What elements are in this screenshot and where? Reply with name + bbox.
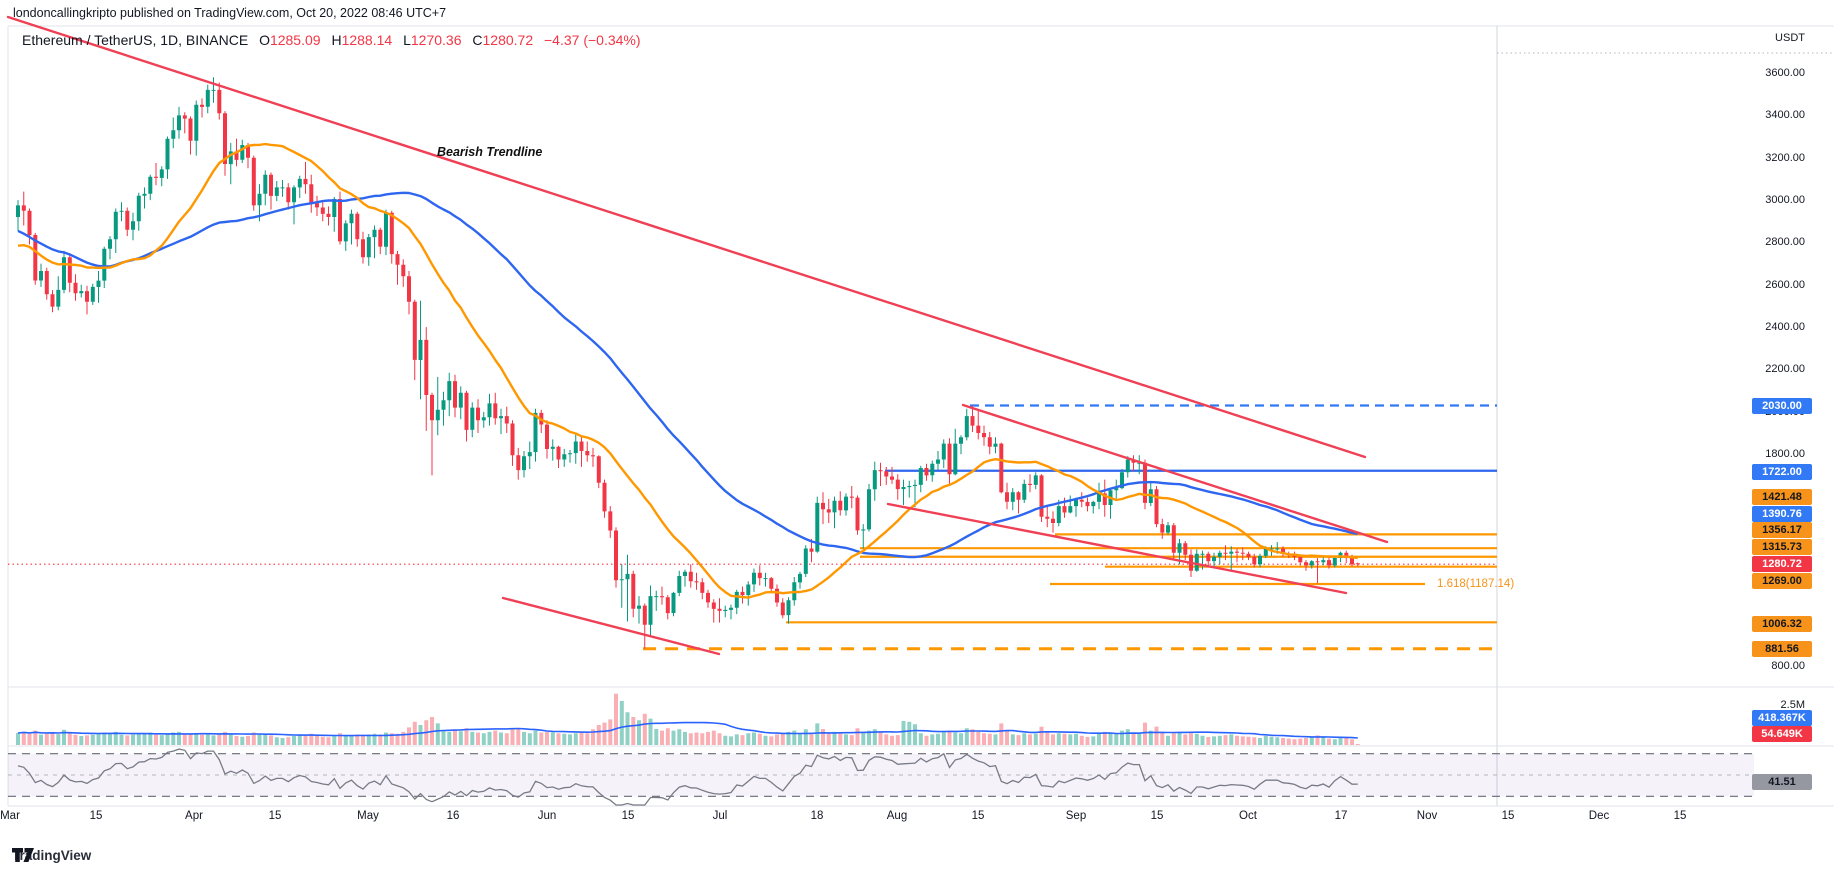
symbol-header[interactable]: Ethereum / TetherUS, 1D, BINANCE O1285.0… bbox=[22, 32, 641, 48]
time-axis-label[interactable]: 17 bbox=[1334, 810, 1348, 822]
volume-value-pill: 418.367K bbox=[1752, 710, 1812, 726]
tradingview-logo-icon bbox=[12, 848, 34, 862]
time-axis-label[interactable]: 15 bbox=[1150, 810, 1164, 822]
price-tick-label: 3600.00 bbox=[1765, 67, 1805, 79]
time-axis-label[interactable]: 15 bbox=[1673, 810, 1687, 822]
price-tick-label: 3200.00 bbox=[1765, 152, 1805, 164]
trendline-2 bbox=[961, 403, 1389, 544]
price-tick-label: 1800.00 bbox=[1765, 448, 1805, 460]
price-tick-label: 3400.00 bbox=[1765, 109, 1805, 121]
time-axis-label[interactable]: Apr bbox=[185, 810, 203, 822]
time-axis-label[interactable]: 15 bbox=[621, 810, 635, 822]
fib-extension-label[interactable]: 1.618(1187.14) bbox=[1437, 578, 1515, 590]
symbol-title[interactable]: Ethereum / TetherUS, 1D, BINANCE bbox=[22, 32, 249, 48]
candle-wicks-down bbox=[23, 82, 1359, 649]
price-level-pill: 1421.48 bbox=[1752, 489, 1812, 505]
time-axis-label[interactable]: May bbox=[357, 810, 379, 822]
time-axis-label[interactable]: Sep bbox=[1065, 810, 1087, 822]
time-axis-label[interactable]: 15 bbox=[268, 810, 282, 822]
high-value: 1288.14 bbox=[341, 32, 393, 48]
bearish-trendline-annotation[interactable]: Bearish Trendline bbox=[437, 145, 543, 159]
volume-value-pill: 54.649K bbox=[1752, 725, 1812, 742]
close-value: 1280.72 bbox=[482, 32, 534, 48]
price-level-pill: 1356.17 bbox=[1752, 522, 1812, 538]
time-axis-label[interactable]: Jul bbox=[712, 810, 728, 822]
price-level-pill: 1722.00 bbox=[1752, 463, 1812, 480]
time-axis-label[interactable]: Mar bbox=[0, 810, 20, 822]
time-axis-label[interactable]: 15 bbox=[1501, 810, 1515, 822]
low-value: 1270.36 bbox=[410, 32, 462, 48]
price-level-pill: 1280.72 bbox=[1752, 556, 1812, 572]
volume-bars-up bbox=[16, 701, 1343, 745]
price-tick-label: 2200.00 bbox=[1765, 363, 1805, 375]
price-level-pill: 1315.73 bbox=[1752, 539, 1812, 555]
trendline-4 bbox=[501, 596, 721, 656]
close-letter: C bbox=[472, 32, 483, 48]
price-tick-label: 2400.00 bbox=[1765, 321, 1805, 333]
change-value: −4.37 (−0.34%) bbox=[544, 32, 641, 48]
rsi-line bbox=[17, 748, 1358, 806]
price-tick-label: 2800.00 bbox=[1765, 236, 1805, 248]
time-axis-label[interactable]: Jun bbox=[537, 810, 557, 822]
price-level-pill: 1390.76 bbox=[1752, 505, 1812, 522]
time-axis-label[interactable]: 16 bbox=[446, 810, 460, 822]
volume-bars-down bbox=[21, 693, 1360, 745]
open-value: 1285.09 bbox=[269, 32, 321, 48]
price-scale-currency: USDT bbox=[1775, 32, 1805, 44]
rsi-value-pill: 41.51 bbox=[1752, 774, 1812, 790]
price-level-pill: 881.56 bbox=[1752, 641, 1812, 657]
ma-slow-line bbox=[17, 191, 1358, 559]
price-level-pill: 1269.00 bbox=[1752, 573, 1812, 589]
candle-bodies-down bbox=[21, 89, 1360, 625]
open-letter: O bbox=[259, 32, 270, 48]
trendline-3 bbox=[886, 502, 1348, 595]
time-axis-label[interactable]: Oct bbox=[1239, 810, 1257, 822]
ma-fast-line bbox=[17, 142, 1358, 599]
tradingview-logo[interactable]: TradingView bbox=[12, 848, 91, 863]
time-axis-label[interactable]: 18 bbox=[810, 810, 824, 822]
trendline-1 bbox=[6, 15, 1367, 459]
time-axis-label[interactable]: 15 bbox=[89, 810, 103, 822]
time-axis-label[interactable]: 15 bbox=[971, 810, 985, 822]
price-level-pill: 2030.00 bbox=[1752, 397, 1812, 414]
price-tick-label: 800.00 bbox=[1771, 660, 1805, 672]
time-axis-label[interactable]: Nov bbox=[1416, 810, 1438, 822]
time-axis-label[interactable]: Dec bbox=[1588, 810, 1610, 822]
volume-ma-line bbox=[17, 721, 1358, 739]
high-letter: H bbox=[331, 32, 342, 48]
price-level-pill: 1006.32 bbox=[1752, 616, 1812, 632]
price-tick-label: 2600.00 bbox=[1765, 279, 1805, 291]
low-letter: L bbox=[403, 32, 411, 48]
attribution-bar: londoncallingkripto published on Trading… bbox=[13, 6, 447, 20]
candle-bodies-up bbox=[16, 89, 1343, 625]
time-axis-label[interactable]: Aug bbox=[886, 810, 908, 822]
volume-scale-tick: 2.5M bbox=[1780, 699, 1805, 711]
price-tick-label: 3000.00 bbox=[1765, 194, 1805, 206]
